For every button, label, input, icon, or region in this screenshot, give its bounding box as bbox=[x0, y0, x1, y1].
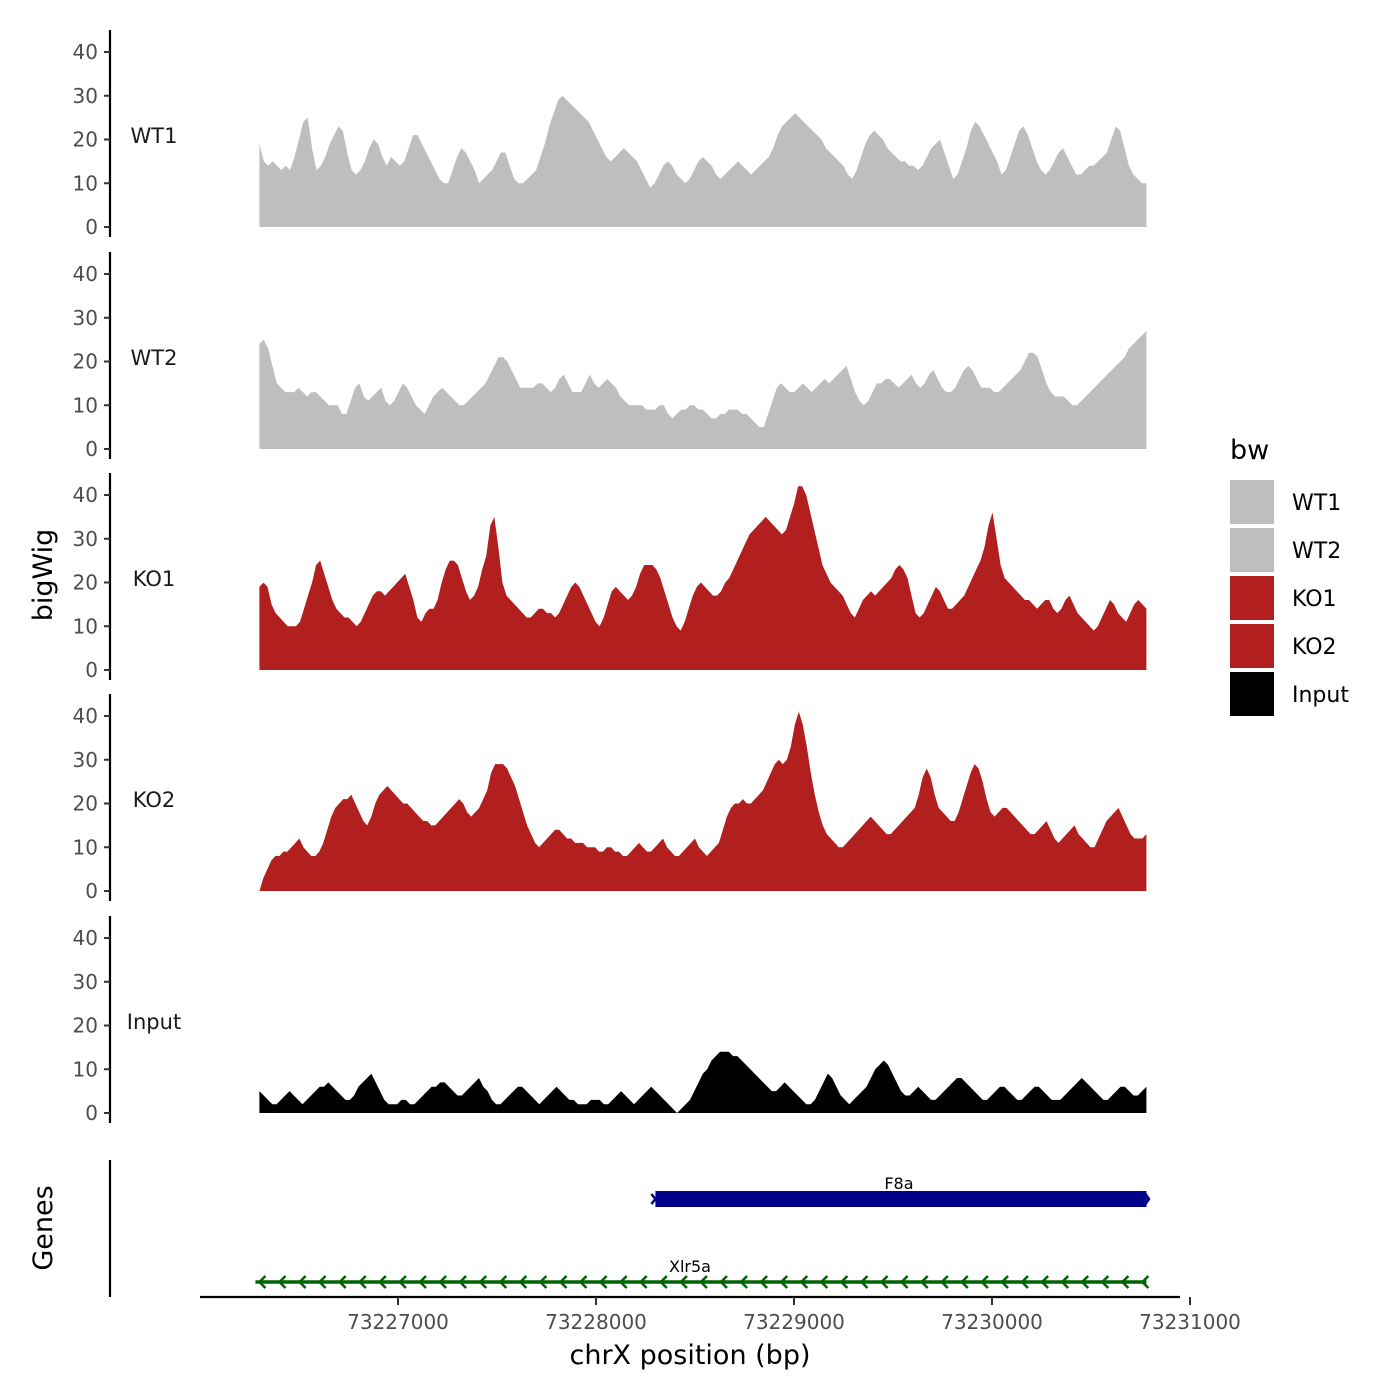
legend-swatch bbox=[1230, 576, 1274, 620]
y-tick-label: 30 bbox=[73, 748, 98, 772]
gene-strand-arrows bbox=[257, 1275, 1150, 1289]
gene-body-f8a bbox=[655, 1191, 1147, 1207]
track-label-ko2: KO2 bbox=[133, 788, 176, 812]
track-wt2: 0 10 20 30 40 WT2 bbox=[73, 252, 1147, 461]
legend-entry-wt1: WT1 bbox=[1230, 480, 1341, 524]
x-tick-label: 73228000 bbox=[545, 1310, 647, 1334]
legend-entry-ko2: KO2 bbox=[1230, 624, 1337, 668]
gene-f8a: F8a bbox=[650, 1174, 1151, 1207]
y-tick-label: 0 bbox=[85, 1101, 98, 1125]
y-tick-label: 0 bbox=[85, 437, 98, 461]
legend: bw WT1 WT2 KO1 KO2 Input bbox=[1230, 435, 1349, 716]
y-tick-label: 10 bbox=[73, 835, 98, 859]
area-wt1 bbox=[259, 95, 1147, 227]
gene-label-f8a: F8a bbox=[884, 1174, 913, 1193]
y-tick-label: 20 bbox=[73, 1014, 98, 1038]
y-tick-label: 40 bbox=[73, 40, 98, 64]
genes-axis-title: Genes bbox=[28, 1185, 59, 1270]
y-tick-label: 0 bbox=[85, 879, 98, 903]
legend-entry-ko1: KO1 bbox=[1230, 576, 1337, 620]
y-tick-label: 40 bbox=[73, 483, 98, 507]
legend-entry-input: Input bbox=[1230, 672, 1349, 716]
track-label-ko1: KO1 bbox=[133, 567, 176, 591]
area-ko1 bbox=[259, 486, 1147, 670]
legend-label: KO1 bbox=[1292, 587, 1337, 612]
y-tick-label: 20 bbox=[73, 350, 98, 374]
x-tick-label: 73230000 bbox=[941, 1310, 1043, 1334]
area-ko2 bbox=[259, 711, 1147, 891]
track-label-wt2: WT2 bbox=[131, 346, 178, 370]
y-tick-label: 30 bbox=[73, 970, 98, 994]
legend-entry-wt2: WT2 bbox=[1230, 528, 1341, 572]
y-tick-label: 20 bbox=[73, 571, 98, 595]
x-tick-label: 73231000 bbox=[1139, 1310, 1241, 1334]
track-input: 0 10 20 30 40 Input bbox=[73, 916, 1147, 1125]
gene-end-marker bbox=[1146, 1193, 1151, 1205]
x-tick-label: 73229000 bbox=[743, 1310, 845, 1334]
area-wt2 bbox=[259, 330, 1147, 449]
y-tick-label: 30 bbox=[73, 84, 98, 108]
track-ko2: 0 10 20 30 40 KO2 bbox=[73, 694, 1147, 903]
y-tick-label: 10 bbox=[73, 1057, 98, 1081]
y-tick-label: 40 bbox=[73, 704, 98, 728]
x-tick-label: 73227000 bbox=[347, 1310, 449, 1334]
legend-swatch bbox=[1230, 528, 1274, 572]
legend-swatch bbox=[1230, 480, 1274, 524]
bigwig-tracks: 0 10 20 30 40 WT1 0 10 20 30 40 WT2 0 10 20 30 40 KO1 0 10 2… bbox=[73, 30, 1147, 1125]
y-tick-label: 20 bbox=[73, 792, 98, 816]
y-tick-label: 10 bbox=[73, 393, 98, 417]
y-tick-label: 0 bbox=[85, 658, 98, 682]
legend-title: bw bbox=[1230, 435, 1269, 466]
y-tick-label: 10 bbox=[73, 614, 98, 638]
y-tick-label: 30 bbox=[73, 527, 98, 551]
area-input bbox=[259, 1051, 1147, 1113]
x-axis-title: chrX position (bp) bbox=[569, 1340, 810, 1371]
x-axis: 73227000 73228000 73229000 73230000 73231000 bbox=[200, 1295, 1241, 1334]
track-label-wt1: WT1 bbox=[131, 124, 178, 148]
legend-label: WT2 bbox=[1292, 539, 1341, 564]
y-tick-label: 10 bbox=[73, 171, 98, 195]
legend-label: WT1 bbox=[1292, 491, 1341, 516]
track-label-input: Input bbox=[127, 1010, 181, 1034]
y-tick-label: 40 bbox=[73, 262, 98, 286]
legend-swatch bbox=[1230, 624, 1274, 668]
y-tick-label: 20 bbox=[73, 128, 98, 152]
y-tick-label: 0 bbox=[85, 215, 98, 239]
genes-track: F8a Xlr5a bbox=[108, 1160, 1151, 1297]
y-tick-label: 40 bbox=[73, 926, 98, 950]
gene-label-xlr5a: Xlr5a bbox=[669, 1257, 711, 1276]
track-wt1: 0 10 20 30 40 WT1 bbox=[73, 30, 1147, 239]
gene-xlr5a: Xlr5a bbox=[255, 1257, 1150, 1289]
gene-start-marker bbox=[650, 1193, 661, 1205]
legend-label: Input bbox=[1292, 683, 1349, 708]
legend-swatch bbox=[1230, 672, 1274, 716]
y-axis-title: bigWig bbox=[28, 529, 59, 622]
y-tick-label: 30 bbox=[73, 306, 98, 330]
track-ko1: 0 10 20 30 40 KO1 bbox=[73, 473, 1147, 682]
legend-label: KO2 bbox=[1292, 635, 1337, 660]
